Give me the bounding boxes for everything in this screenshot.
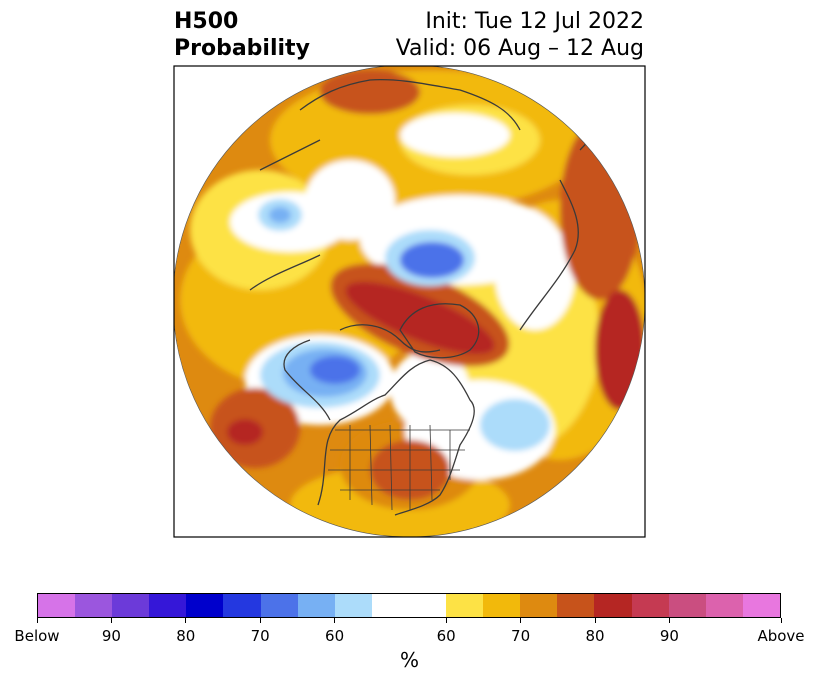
valid-range: Valid: 06 Aug – 12 Aug	[395, 36, 644, 61]
colorbar-segment	[186, 594, 224, 617]
us-state-borders	[328, 424, 470, 511]
colorbar-tick	[110, 618, 112, 623]
colorbar-tick	[334, 618, 336, 623]
probability-field	[174, 66, 645, 537]
colorbar-tick	[185, 618, 187, 623]
probability-map	[173, 65, 646, 538]
colorbar-tick-label: 70	[250, 627, 270, 645]
colorbar-tick-label: 90	[101, 627, 121, 645]
colorbar-segment	[149, 594, 187, 617]
colorbar-segment	[557, 594, 595, 617]
colorbar-tick-label: 70	[511, 627, 531, 645]
colorbar-tick-label: 90	[659, 627, 679, 645]
title-right: Init: Tue 12 Jul 2022 Valid: 06 Aug – 12…	[396, 8, 644, 62]
colorbar-segment	[112, 594, 150, 617]
colorbar-segment	[334, 594, 372, 617]
title-line-2: Probability	[174, 36, 310, 61]
colorbar-tick-label: Above	[757, 627, 805, 645]
colorbar-segment	[483, 594, 521, 617]
colorbar-tick-label: Below	[14, 627, 60, 645]
colorbar-tick-label: 60	[436, 627, 456, 645]
colorbar-tick	[36, 618, 38, 623]
title-line-1: H500	[174, 9, 239, 34]
colorbar-segment	[742, 594, 780, 617]
map-frame	[173, 65, 646, 538]
colorbar-segment	[594, 594, 632, 617]
colorbar	[37, 593, 781, 618]
colorbar-unit: %	[399, 648, 419, 672]
colorbar-tick-label: 80	[585, 627, 605, 645]
colorbar-segment	[75, 594, 113, 617]
colorbar-segment	[446, 594, 484, 617]
init-date: Init: Tue 12 Jul 2022	[425, 9, 644, 34]
colorbar-tick-label: 80	[176, 627, 196, 645]
colorbar-tick	[445, 618, 447, 623]
colorbar-segment	[223, 594, 261, 617]
colorbar-segment	[668, 594, 706, 617]
colorbar-tick	[594, 618, 596, 623]
colorbar-segment	[631, 594, 669, 617]
colorbar-segment	[38, 594, 76, 617]
colorbar-segment	[705, 594, 743, 617]
colorbar-segment	[297, 594, 335, 617]
title-left: H500 Probability	[174, 8, 310, 62]
colorbar-tick	[520, 618, 522, 623]
colorbar-segment	[371, 594, 447, 617]
colorbar-segment	[520, 594, 558, 617]
colorbar-tick	[780, 618, 782, 623]
colorbar-tick-label: 60	[325, 627, 345, 645]
colorbar-tick	[259, 618, 261, 623]
colorbar-tick	[668, 618, 670, 623]
colorbar-segment	[260, 594, 298, 617]
